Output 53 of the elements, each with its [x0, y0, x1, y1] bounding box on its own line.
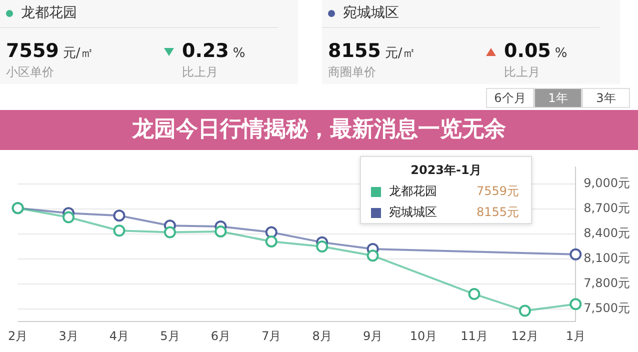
text: 0.05 [504, 40, 551, 62]
point [164, 226, 176, 238]
point [62, 211, 75, 224]
text: 小区单价 [6, 64, 54, 81]
y-tick-label: 7,500元 [584, 301, 630, 316]
text: 6个月 [486, 88, 534, 108]
text: % [232, 46, 246, 61]
annotation: 2023年-1月 [410, 162, 482, 179]
text: 宛城城区 [343, 5, 399, 21]
x-tick-label: 6月 [210, 328, 230, 343]
text: 比上月 [504, 64, 540, 81]
point [113, 224, 126, 237]
text: 龙都花园 [21, 5, 77, 21]
point [468, 288, 480, 300]
text: 7559 [6, 40, 59, 62]
text: % [554, 46, 568, 61]
point [366, 250, 379, 262]
legend-label: 龙都花园 [389, 183, 438, 200]
x-tick-label: 2月 [8, 328, 28, 343]
point [570, 248, 582, 260]
annotation: 7559元 [476, 183, 519, 200]
x-tick-label: 12月 [511, 328, 539, 343]
y-tick-label: 8,400元 [584, 226, 630, 240]
y-tick-label: 8,700元 [584, 201, 630, 216]
text: 元/㎡ [62, 46, 94, 61]
x-tick-label: 9月 [362, 328, 383, 343]
x-tick-label: 3月 [58, 328, 78, 343]
x-tick-label: 7月 [262, 328, 282, 343]
chart-title: 龙园今日行情揭秘，最新消息一览无余 [0, 110, 638, 150]
x-tick-label: 4月 [109, 328, 130, 343]
point [113, 210, 126, 222]
annotation: 8155元 [476, 204, 519, 221]
point [570, 298, 582, 310]
y-tick-label: 9,000元 [584, 176, 630, 190]
text: 1年 [534, 88, 582, 108]
point [316, 240, 328, 252]
x-tick-label: 11月 [460, 328, 488, 343]
text: 3年 [582, 88, 630, 108]
x-tick-label: 10月 [410, 328, 438, 343]
y-tick-label: 8,100元 [584, 251, 630, 266]
point [518, 304, 531, 317]
x-tick-label: 8月 [312, 328, 332, 343]
text: 0.23 [182, 40, 229, 62]
point [265, 235, 278, 248]
text: 比上月 [182, 64, 218, 81]
text: 商圈单价 [328, 64, 376, 81]
point [214, 225, 227, 238]
text: 8155 [328, 40, 381, 62]
x-tick-label: 1月 [566, 328, 586, 343]
x-tick-label: 5月 [160, 328, 180, 343]
legend-label: 宛城城区 [389, 204, 438, 221]
text: 元/㎡ [384, 46, 416, 61]
y-tick-label: 7,800元 [584, 276, 630, 290]
